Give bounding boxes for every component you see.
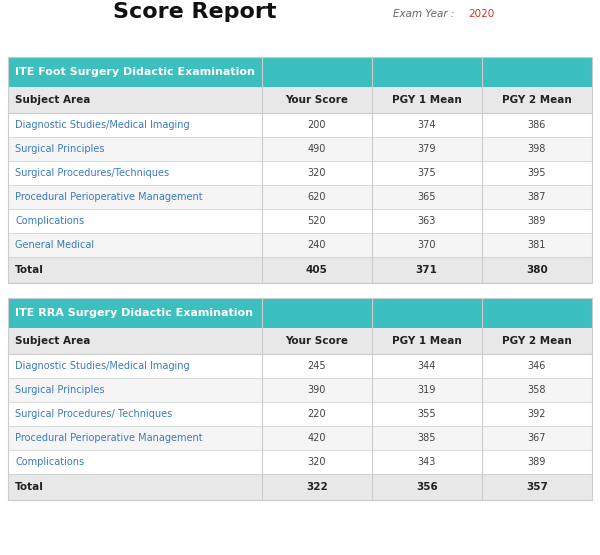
Text: 490: 490 bbox=[308, 144, 326, 154]
Text: Score Report: Score Report bbox=[113, 2, 277, 22]
Text: 375: 375 bbox=[418, 168, 436, 178]
Text: Diagnostic Studies/Medical Imaging: Diagnostic Studies/Medical Imaging bbox=[15, 120, 190, 130]
Text: Your Score: Your Score bbox=[286, 336, 349, 346]
Bar bbox=[8, 450, 592, 474]
Text: 365: 365 bbox=[418, 192, 436, 202]
Text: 380: 380 bbox=[526, 265, 548, 275]
Bar bbox=[8, 113, 592, 137]
Bar bbox=[8, 257, 592, 283]
Text: General Medical: General Medical bbox=[15, 240, 94, 250]
Text: 344: 344 bbox=[418, 361, 436, 371]
Text: Subject Area: Subject Area bbox=[15, 336, 91, 346]
Text: PGY 2 Mean: PGY 2 Mean bbox=[502, 336, 572, 346]
Text: 319: 319 bbox=[418, 385, 436, 395]
Text: 355: 355 bbox=[418, 409, 436, 419]
Text: Total: Total bbox=[15, 265, 44, 275]
Text: 379: 379 bbox=[418, 144, 436, 154]
Text: 200: 200 bbox=[308, 120, 326, 130]
Text: 370: 370 bbox=[418, 240, 436, 250]
Bar bbox=[8, 354, 592, 378]
Bar bbox=[8, 57, 592, 283]
Text: 2020: 2020 bbox=[468, 9, 494, 19]
Bar bbox=[8, 402, 592, 426]
Text: 343: 343 bbox=[418, 457, 436, 467]
Text: Procedural Perioperative Management: Procedural Perioperative Management bbox=[15, 433, 203, 443]
Text: 363: 363 bbox=[418, 216, 436, 226]
Bar bbox=[8, 57, 592, 87]
Text: Surgical Principles: Surgical Principles bbox=[15, 385, 104, 395]
Text: 386: 386 bbox=[527, 120, 546, 130]
Text: 405: 405 bbox=[306, 265, 328, 275]
Text: 358: 358 bbox=[527, 385, 546, 395]
Text: 320: 320 bbox=[308, 168, 326, 178]
Bar bbox=[8, 378, 592, 402]
Text: Your Score: Your Score bbox=[286, 95, 349, 105]
Bar bbox=[8, 474, 592, 500]
Text: 371: 371 bbox=[416, 265, 437, 275]
Text: PGY 1 Mean: PGY 1 Mean bbox=[392, 336, 461, 346]
Bar bbox=[8, 87, 592, 113]
Text: 220: 220 bbox=[308, 409, 326, 419]
Text: Exam Year :: Exam Year : bbox=[393, 9, 454, 19]
Text: Complications: Complications bbox=[15, 216, 84, 226]
Text: 395: 395 bbox=[527, 168, 546, 178]
Text: 322: 322 bbox=[306, 482, 328, 492]
Text: 385: 385 bbox=[418, 433, 436, 443]
Text: Complications: Complications bbox=[15, 457, 84, 467]
Bar bbox=[8, 328, 592, 354]
Text: Diagnostic Studies/Medical Imaging: Diagnostic Studies/Medical Imaging bbox=[15, 361, 190, 371]
Text: Surgical Procedures/Techniques: Surgical Procedures/Techniques bbox=[15, 168, 169, 178]
Text: 381: 381 bbox=[527, 240, 546, 250]
Text: 357: 357 bbox=[526, 482, 548, 492]
Text: 392: 392 bbox=[527, 409, 546, 419]
Text: 356: 356 bbox=[416, 482, 437, 492]
Text: 240: 240 bbox=[308, 240, 326, 250]
Text: 398: 398 bbox=[527, 144, 546, 154]
Text: Surgical Procedures/ Techniques: Surgical Procedures/ Techniques bbox=[15, 409, 172, 419]
Text: 367: 367 bbox=[527, 433, 546, 443]
Text: 245: 245 bbox=[308, 361, 326, 371]
Text: Procedural Perioperative Management: Procedural Perioperative Management bbox=[15, 192, 203, 202]
Text: 389: 389 bbox=[527, 457, 546, 467]
Text: Total: Total bbox=[15, 482, 44, 492]
Bar bbox=[8, 209, 592, 233]
Bar bbox=[8, 298, 592, 328]
Text: Subject Area: Subject Area bbox=[15, 95, 91, 105]
Bar bbox=[8, 298, 592, 500]
Text: 520: 520 bbox=[308, 216, 326, 226]
Bar bbox=[8, 161, 592, 185]
Text: 420: 420 bbox=[308, 433, 326, 443]
Text: 346: 346 bbox=[527, 361, 546, 371]
Text: 374: 374 bbox=[418, 120, 436, 130]
Text: Surgical Principles: Surgical Principles bbox=[15, 144, 104, 154]
Text: 620: 620 bbox=[308, 192, 326, 202]
Text: 390: 390 bbox=[308, 385, 326, 395]
Bar bbox=[8, 185, 592, 209]
Text: ITE RRA Surgery Didactic Examination: ITE RRA Surgery Didactic Examination bbox=[15, 308, 253, 318]
Text: 387: 387 bbox=[527, 192, 546, 202]
Bar bbox=[8, 233, 592, 257]
Text: PGY 1 Mean: PGY 1 Mean bbox=[392, 95, 461, 105]
Bar bbox=[8, 426, 592, 450]
Text: 389: 389 bbox=[527, 216, 546, 226]
Bar bbox=[8, 137, 592, 161]
Text: PGY 2 Mean: PGY 2 Mean bbox=[502, 95, 572, 105]
Text: 320: 320 bbox=[308, 457, 326, 467]
Text: ITE Foot Surgery Didactic Examination: ITE Foot Surgery Didactic Examination bbox=[15, 67, 255, 77]
